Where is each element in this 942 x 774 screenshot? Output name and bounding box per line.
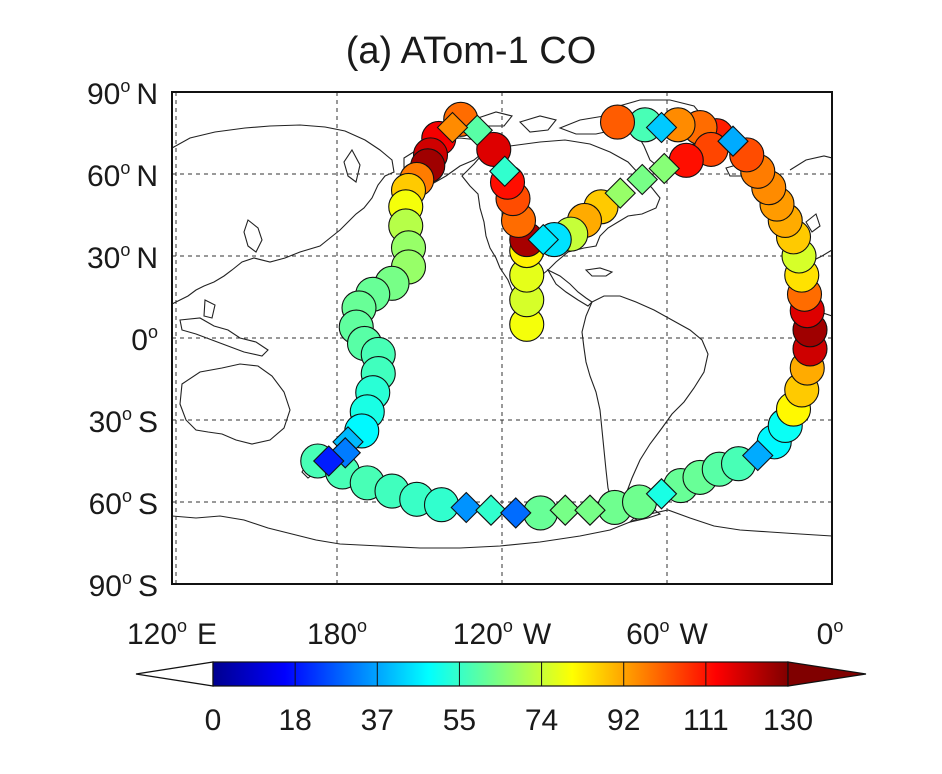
longitude-label: 180o [307,616,367,651]
data-point-diamond [741,439,774,472]
longitude-label: 120o E [127,616,217,651]
colorbar: 0 18 37 55 74 92 111 130 [135,661,867,737]
colorbar-under-triangle [135,661,214,687]
data-point-diamond [499,497,532,529]
data-point-diamond [450,491,483,524]
data-point-diamond [604,177,637,209]
latitude-label: 30o N [87,240,158,275]
longitude-label: 0o [817,616,844,651]
data-point-diamond [645,111,678,144]
longitude-labels: 120o E 180o 120o W 60o W 0o [127,616,843,651]
latitude-label: 90o N [87,76,158,111]
colorbar-tick-label: 37 [361,704,394,737]
data-point-diamond [488,155,521,188]
colorbar-tick-label: 111 [683,704,729,737]
colorbar-tick-label: 74 [525,704,558,737]
data-point-diamond [645,478,678,510]
data-point-diamond [312,445,345,477]
longitude-label: 120o W [453,616,552,651]
colorbar-gradient [212,661,789,687]
colorbar-tick-label: 0 [205,704,222,737]
latitude-label: 60o N [87,158,158,193]
data-point-diamond [475,494,507,526]
data-point-diamond [648,152,681,185]
colorbar-over-triangle [787,661,867,687]
latitude-label: 0o [131,322,158,357]
colorbar-tick-label: 55 [443,704,476,737]
colorbar-tick-label: 130 [763,704,813,737]
latitude-label: 30o S [89,404,158,439]
data-point-diamond [626,163,659,196]
co-observation-markers [300,101,828,531]
colorbar-tick-label: 92 [607,704,640,737]
data-point-circle [476,131,512,167]
data-point-diamond [574,494,606,526]
figure-title: (a) ATom-1 CO [345,30,597,72]
data-point-diamond [436,111,469,144]
data-point-diamond [549,494,582,526]
colorbar-tick-label: 18 [278,704,311,737]
data-point-diamond [461,114,494,147]
latitude-label: 90o S [89,568,158,603]
data-point-diamond [717,125,749,157]
longitude-label: 60o W [626,616,708,651]
map-frame [171,91,833,585]
latitude-labels: 90o N 60o N 30o N 0o 30o S 60o S 90o S [87,76,158,603]
data-point-circle [599,104,636,140]
latitude-label: 60o S [89,486,158,521]
data-point-diamond [527,223,560,256]
